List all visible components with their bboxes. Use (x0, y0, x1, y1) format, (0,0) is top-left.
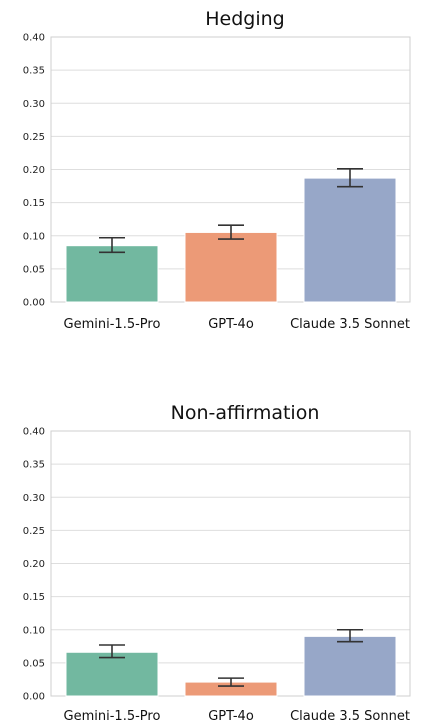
bar-gemini-1-5-pro (65, 651, 159, 697)
y-tick-label: 0.05 (23, 658, 45, 669)
y-tick-label: 0.10 (23, 625, 45, 636)
y-tick-label: 0.30 (23, 493, 45, 504)
x-category-label: Claude 3.5 Sonnet (290, 709, 410, 723)
y-tick-label: 0.00 (23, 298, 45, 309)
chart-title: Non-affirmation (171, 402, 320, 424)
y-tick-label: 0.35 (23, 66, 45, 77)
x-category-label: Gemini-1.5-Pro (64, 709, 161, 723)
y-tick-label: 0.25 (23, 526, 45, 537)
y-tick-label: 0.40 (23, 427, 45, 438)
x-category-label: Gemini-1.5-Pro (64, 317, 161, 332)
chart-title: Hedging (205, 8, 284, 30)
y-tick-label: 0.25 (23, 132, 45, 143)
x-category-label: Claude 3.5 Sonnet (290, 317, 410, 332)
bar-claude-3-5-sonnet (303, 635, 397, 697)
x-category-label: GPT-4o (208, 709, 254, 723)
bar-claude-3-5-sonnet (303, 177, 397, 303)
y-tick-label: 0.20 (23, 559, 45, 570)
y-tick-label: 0.15 (23, 198, 45, 209)
bar-gemini-1-5-pro (65, 245, 159, 303)
y-tick-label: 0.10 (23, 231, 45, 242)
y-tick-label: 0.35 (23, 460, 45, 471)
y-tick-label: 0.30 (23, 99, 45, 110)
hedging-chart: Hedging 0.00 0.05 0.10 0.15 0.20 0.25 0.30 0.35… (23, 8, 411, 332)
y-tick-label: 0.05 (23, 264, 45, 275)
x-category-label: GPT-4o (208, 317, 254, 332)
bar-gpt-4o (184, 231, 278, 303)
y-tick-label: 0.20 (23, 165, 45, 176)
y-tick-label: 0.00 (23, 692, 45, 703)
y-tick-label: 0.15 (23, 592, 45, 603)
non-affirmation-chart: Non-affirmation 0.00 0.05 0.10 0.15 0.20 0.25… (23, 402, 411, 723)
y-tick-label: 0.40 (23, 33, 45, 44)
